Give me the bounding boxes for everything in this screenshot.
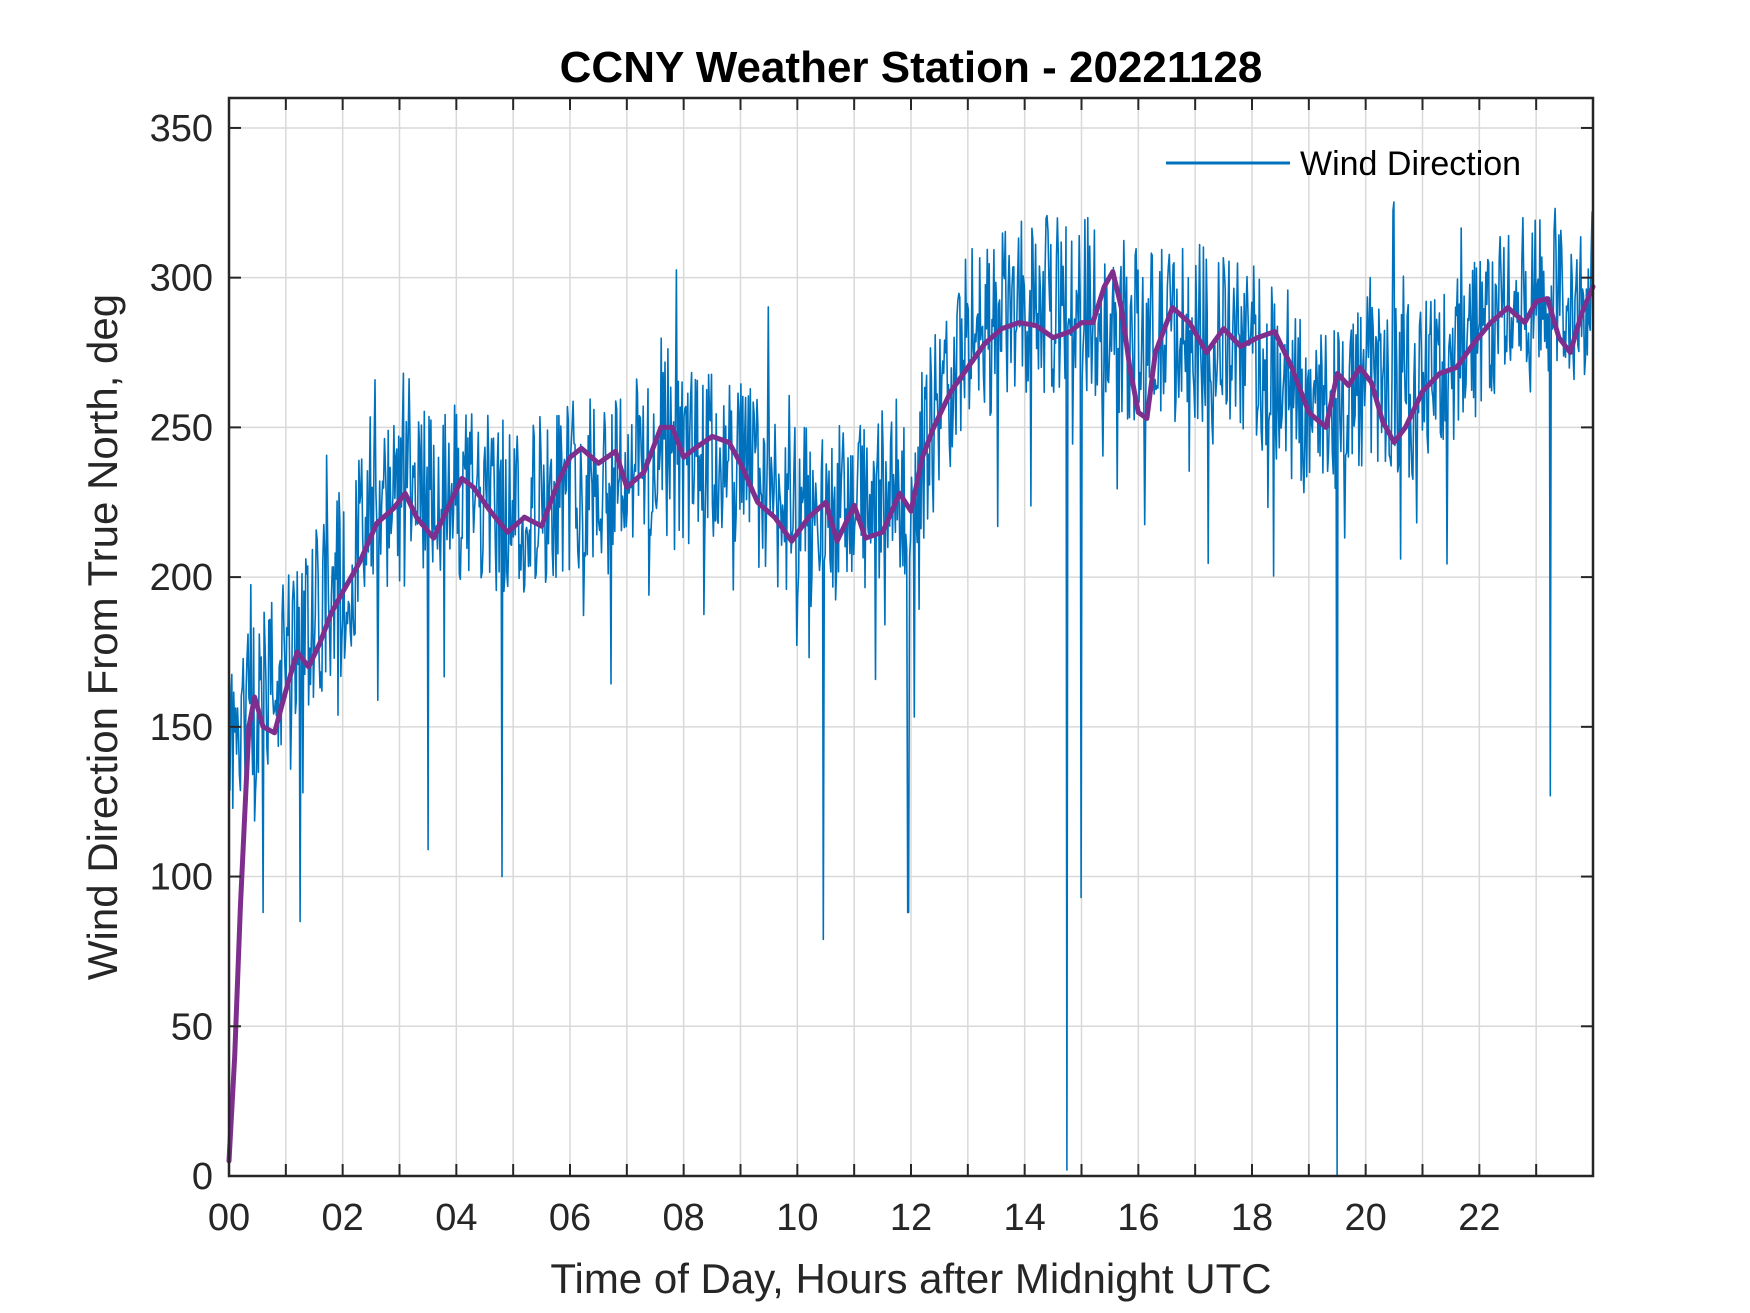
y-tick-label: 0: [192, 1156, 213, 1198]
x-tick-label: 06: [549, 1197, 591, 1239]
x-axis-label: Time of Day, Hours after Midnight UTC: [550, 1255, 1271, 1302]
x-tick-label: 08: [663, 1197, 705, 1239]
x-tick-label: 16: [1117, 1197, 1159, 1239]
x-tick-labels: 00 02 04 06 08 10 12 14 16 18 20 22: [208, 1197, 1501, 1239]
y-axis-label: Wind Direction From True North, deg: [79, 294, 126, 980]
y-tick-label: 100: [150, 857, 213, 899]
series-layer: [226, 201, 1596, 1177]
x-tick-label: 00: [208, 1197, 250, 1239]
y-tick-label: 250: [150, 407, 213, 449]
legend: Wind Direction: [1166, 145, 1521, 183]
y-tick-label: 350: [150, 108, 213, 150]
x-tick-label: 02: [322, 1197, 364, 1239]
y-tick-label: 50: [171, 1006, 213, 1048]
series-running-mean-line: [226, 269, 1596, 1164]
y-tick-labels: 0 50 100 150 200 250 300 350: [150, 108, 213, 1198]
chart-title: CCNY Weather Station - 20221128: [560, 43, 1263, 92]
x-tick-label: 22: [1458, 1197, 1500, 1239]
legend-label-wind-direction: Wind Direction: [1300, 145, 1521, 183]
x-tick-label: 04: [435, 1197, 477, 1239]
y-tick-label: 200: [150, 557, 213, 599]
y-tick-label: 150: [150, 707, 213, 749]
x-tick-label: 18: [1231, 1197, 1273, 1239]
y-tick-label: 300: [150, 258, 213, 300]
grid: [229, 98, 1593, 1176]
ticks: [229, 98, 1593, 1177]
x-tick-label: 20: [1345, 1197, 1387, 1239]
x-tick-label: 10: [776, 1197, 818, 1239]
x-tick-label: 12: [890, 1197, 932, 1239]
x-tick-label: 14: [1004, 1197, 1046, 1239]
